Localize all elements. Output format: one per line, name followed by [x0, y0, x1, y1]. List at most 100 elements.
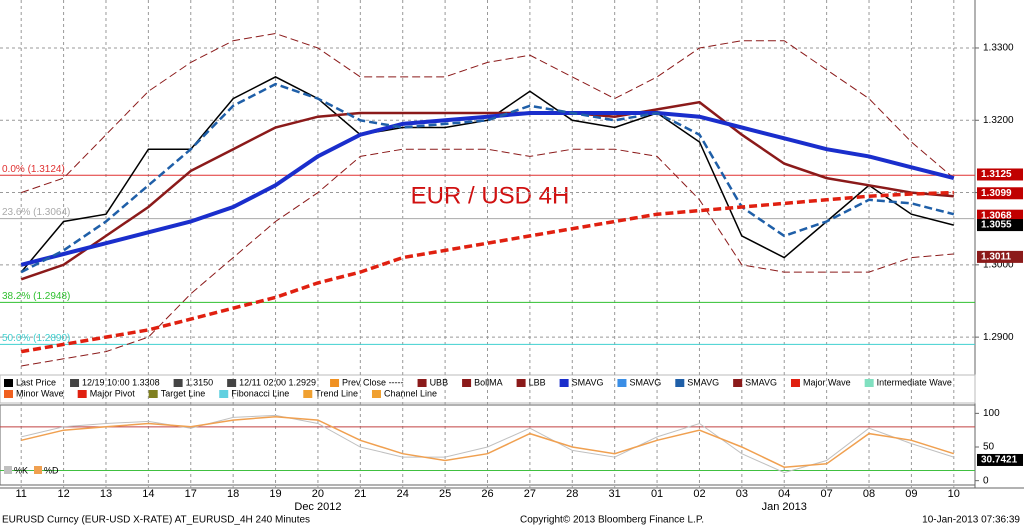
legend-swatch — [417, 379, 427, 387]
x-tick-label: 07 — [821, 488, 833, 500]
x-tick-label: 31 — [609, 488, 621, 500]
price-marker — [977, 250, 1023, 263]
x-tick-label: 24 — [397, 488, 409, 500]
legend-label: SMAVG — [629, 377, 661, 387]
legend-label: Channel Line — [384, 388, 437, 398]
x-tick-label: 10 — [948, 488, 960, 500]
legend-swatch — [675, 379, 685, 387]
month-label: Dec 2012 — [294, 501, 341, 513]
x-tick-label: 14 — [142, 488, 154, 500]
legend-swatch — [559, 379, 569, 387]
legend-label: Intermediate Wave — [877, 377, 952, 387]
legend-label: %D — [44, 465, 59, 475]
x-tick-label: 12 — [57, 488, 69, 500]
x-tick-label: 26 — [481, 488, 493, 500]
x-tick-label: 17 — [185, 488, 197, 500]
legend-label: %K — [14, 465, 28, 475]
legend-label: Minor Wave — [16, 388, 64, 398]
price-marker-label: 1.3099 — [981, 188, 1012, 199]
x-tick-label: 09 — [905, 488, 917, 500]
y-tick-label: 0 — [983, 475, 989, 486]
price-marker — [977, 453, 1023, 466]
series-line — [20, 100, 954, 281]
legend-swatch — [462, 379, 472, 387]
price-marker — [977, 219, 1023, 232]
legend-label: UBB — [430, 377, 449, 387]
legend-label: Last Price — [16, 377, 56, 387]
legend-label: Trend Line — [315, 388, 358, 398]
price-marker-label: 1.3011 — [981, 252, 1011, 263]
series-line — [21, 415, 955, 468]
legend-swatch — [219, 390, 229, 398]
legend-label: Fibonacci Line — [231, 388, 289, 398]
y-tick-label: 100 — [983, 408, 1000, 419]
legend-label: LBB — [529, 377, 546, 387]
legend-swatch — [733, 379, 743, 387]
series-line — [20, 111, 955, 267]
legend-swatch — [148, 390, 158, 398]
legend-swatch — [77, 390, 87, 398]
price-marker-label: 30.7421 — [981, 455, 1018, 466]
x-tick-label: 11 — [15, 488, 26, 500]
x-tick-label: 08 — [863, 488, 875, 500]
footer-left: EURUSD Curncy (EUR-USD X-RATE) AT_EURUSD… — [2, 515, 310, 526]
price-marker — [977, 209, 1023, 222]
x-tick-label: 18 — [227, 488, 239, 500]
legend-label: 12/19 10:00 1.3308 — [82, 377, 160, 387]
x-tick-label: 04 — [778, 488, 790, 500]
series-line — [20, 190, 954, 354]
legend-swatch — [227, 379, 237, 387]
x-tick-label: 01 — [651, 488, 663, 500]
legend-swatch — [864, 379, 874, 387]
legend-swatch — [173, 379, 183, 387]
price-marker-label: 1.3125 — [981, 169, 1012, 180]
legend-swatch — [330, 379, 340, 387]
series-line — [20, 76, 954, 273]
chart-annotation: EUR / USD 4H — [411, 182, 570, 209]
x-tick-label: 27 — [524, 488, 536, 500]
price-marker — [977, 187, 1023, 200]
x-tick-label: 02 — [693, 488, 705, 500]
legend-swatch — [371, 390, 381, 398]
x-tick-label: 25 — [439, 488, 451, 500]
fibonacci-label: 0.0% (1.3124) — [2, 164, 65, 175]
fibonacci-label: 38.2% (1.2948) — [2, 291, 70, 302]
y-tick-label: 50 — [983, 442, 995, 453]
legend-swatch — [4, 466, 12, 474]
y-tick-label: 1.3200 — [983, 115, 1014, 126]
price-marker-label: 1.3068 — [981, 210, 1012, 221]
x-tick-label: 13 — [100, 488, 112, 500]
x-tick-label: 21 — [354, 488, 366, 500]
x-tick-label: 20 — [312, 488, 324, 500]
footer-center: Copyright© 2013 Bloomberg Finance L.P. — [520, 515, 704, 526]
legend-label: Target Line — [161, 388, 206, 398]
legend-swatch — [34, 466, 42, 474]
legend-swatch — [70, 379, 80, 387]
series-line — [21, 148, 954, 367]
footer-right: 10-Jan-2013 07:36:39 — [922, 515, 1020, 526]
y-tick-label: 1.3300 — [983, 43, 1014, 54]
legend-label: 1.3150 — [186, 377, 214, 387]
x-tick-label: 03 — [736, 488, 748, 500]
legend-swatch — [790, 379, 800, 387]
legend-label: SMAVG — [687, 377, 719, 387]
legend-swatch — [4, 379, 13, 387]
price-marker-label: 1.3055 — [981, 220, 1012, 231]
legend-swatch — [516, 379, 526, 387]
legend-label: 12/11 02:00 1.2929 — [239, 377, 316, 387]
legend-label: SMAVG — [572, 377, 604, 387]
series-line — [21, 32, 955, 194]
fibonacci-label: 50.0% (1.2890) — [2, 333, 70, 344]
legend-swatch — [303, 390, 313, 398]
fibonacci-label: 23.6% (1.3064) — [2, 207, 70, 218]
legend-label: BollMA — [474, 377, 503, 387]
y-tick-label: 1.3000 — [983, 259, 1014, 270]
legend-label: SMAVG — [745, 377, 777, 387]
x-tick-label: 28 — [566, 488, 578, 500]
legend-label: Major Pivot — [90, 388, 136, 398]
legend-swatch — [617, 379, 627, 387]
x-tick-label: 19 — [269, 488, 281, 500]
